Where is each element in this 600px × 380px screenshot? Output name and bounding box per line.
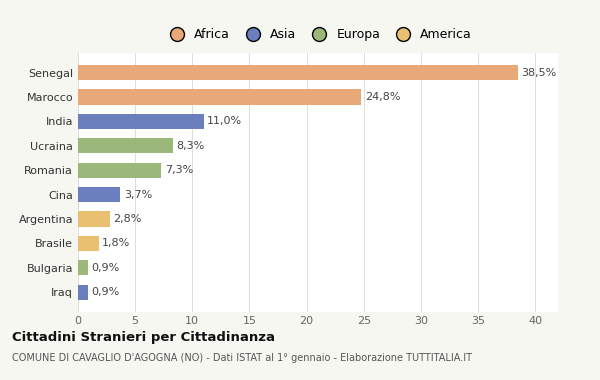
Legend: Africa, Asia, Europa, America: Africa, Asia, Europa, America [159, 23, 477, 46]
Text: 0,9%: 0,9% [92, 287, 120, 297]
Bar [78, 285, 88, 300]
Text: 11,0%: 11,0% [207, 116, 242, 127]
Text: 0,9%: 0,9% [92, 263, 120, 273]
Text: 3,7%: 3,7% [124, 190, 152, 200]
Bar [78, 89, 361, 105]
Text: Cittadini Stranieri per Cittadinanza: Cittadini Stranieri per Cittadinanza [12, 331, 275, 344]
Bar [78, 187, 120, 202]
Bar [78, 211, 110, 226]
Bar [78, 236, 98, 251]
Bar [78, 114, 204, 129]
Bar [78, 65, 518, 80]
Text: 38,5%: 38,5% [521, 68, 557, 78]
Text: 1,8%: 1,8% [102, 238, 130, 249]
Bar [78, 163, 161, 178]
Text: 7,3%: 7,3% [165, 165, 193, 175]
Text: 2,8%: 2,8% [113, 214, 142, 224]
Text: 24,8%: 24,8% [365, 92, 400, 102]
Text: 8,3%: 8,3% [176, 141, 205, 151]
Text: COMUNE DI CAVAGLIO D'AGOGNA (NO) - Dati ISTAT al 1° gennaio - Elaborazione TUTTI: COMUNE DI CAVAGLIO D'AGOGNA (NO) - Dati … [12, 353, 472, 363]
Bar [78, 138, 173, 154]
Bar [78, 260, 88, 276]
